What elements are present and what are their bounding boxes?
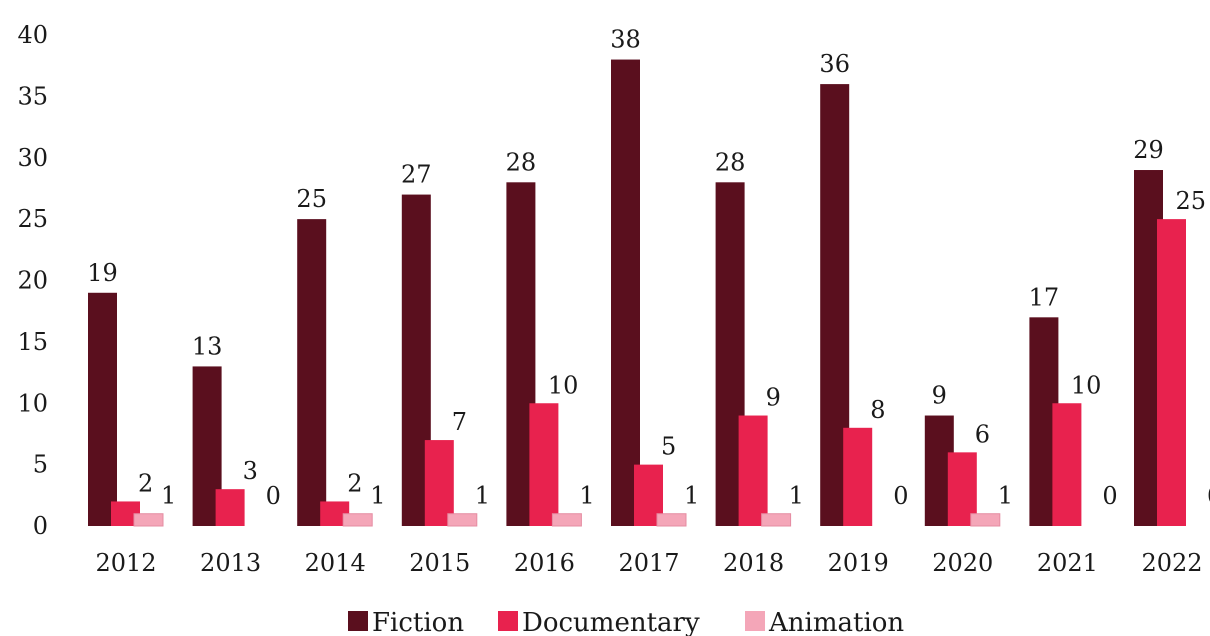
bar-documentary xyxy=(215,489,245,526)
data-label-animation: 1 xyxy=(161,482,176,510)
bar-animation xyxy=(342,513,373,527)
y-tick-label: 40 xyxy=(17,21,48,49)
legend-swatch-animation xyxy=(745,611,765,631)
y-tick-label: 30 xyxy=(17,144,48,172)
legend-label-animation: Animation xyxy=(768,608,904,636)
x-axis: 2012 2013 2014 2015 2016 2017 2018 2019 2020 2021… xyxy=(95,549,1202,577)
data-label-animation: 1 xyxy=(475,482,490,510)
legend: Fiction Documentary Animation xyxy=(348,608,904,636)
data-label-documentary: 10 xyxy=(548,371,579,399)
data-label-documentary: 2 xyxy=(138,469,153,497)
bar-animation xyxy=(761,513,792,527)
data-label-animation: 1 xyxy=(684,482,699,510)
bar-documentary xyxy=(424,440,454,526)
data-label-documentary: 2 xyxy=(347,469,362,497)
data-label-animation: 0 xyxy=(266,482,281,510)
y-tick-label: 10 xyxy=(17,389,48,417)
data-label-animation: 0 xyxy=(893,482,908,510)
y-tick-label: 15 xyxy=(17,328,48,356)
legend-label-fiction: Fiction xyxy=(372,608,464,636)
data-label-animation: 1 xyxy=(370,482,385,510)
x-tick-label: 2017 xyxy=(618,549,679,577)
data-label-fiction: 27 xyxy=(401,161,432,189)
legend-swatch-documentary xyxy=(498,611,518,631)
bar-animation xyxy=(970,513,1001,527)
bar-animation xyxy=(447,513,478,527)
x-tick-label: 2012 xyxy=(95,549,156,577)
data-label-fiction: 29 xyxy=(1133,136,1164,164)
bar-documentary xyxy=(1157,219,1186,526)
bar-animation xyxy=(656,513,687,527)
data-label-fiction: 28 xyxy=(715,148,746,176)
legend-swatch-fiction xyxy=(348,611,368,631)
data-label-fiction: 38 xyxy=(610,26,641,54)
bar-animation xyxy=(133,513,164,527)
y-tick-label: 5 xyxy=(33,451,48,479)
data-label-animation: 1 xyxy=(998,482,1013,510)
data-label-animation: 0 xyxy=(1102,482,1117,510)
data-label-documentary: 10 xyxy=(1071,371,1102,399)
x-tick-label: 2019 xyxy=(828,549,889,577)
x-tick-label: 2016 xyxy=(514,549,575,577)
data-label-fiction: 28 xyxy=(506,148,537,176)
data-label-documentary: 9 xyxy=(766,384,781,412)
x-tick-label: 2022 xyxy=(1141,549,1202,577)
data-label-documentary: 3 xyxy=(243,457,258,485)
x-tick-label: 2018 xyxy=(723,549,784,577)
data-label-documentary: 8 xyxy=(870,396,885,424)
y-tick-label: 0 xyxy=(33,512,48,540)
y-tick-label: 35 xyxy=(17,82,48,110)
data-label-fiction: 9 xyxy=(932,382,947,410)
x-tick-label: 2021 xyxy=(1037,549,1098,577)
data-label-fiction: 19 xyxy=(87,259,118,287)
legend-label-documentary: Documentary xyxy=(522,608,700,636)
data-label-animation: 1 xyxy=(579,482,594,510)
bar-fiction xyxy=(611,59,640,527)
x-tick-label: 2015 xyxy=(409,549,470,577)
bar-documentary xyxy=(843,427,873,526)
data-label-documentary: 7 xyxy=(452,408,467,436)
data-label-animation: 0 xyxy=(1207,482,1210,510)
data-label-animation: 1 xyxy=(789,482,804,510)
data-label-fiction: 17 xyxy=(1029,283,1060,311)
data-label-documentary: 25 xyxy=(1176,187,1207,215)
bar-fiction xyxy=(297,219,327,526)
bar-animation xyxy=(551,513,582,527)
bar-fiction xyxy=(88,292,117,526)
data-label-fiction: 36 xyxy=(819,50,850,78)
bar-documentary xyxy=(529,403,559,526)
y-axis: 0 5 10 15 20 25 30 35 40 xyxy=(17,21,48,540)
bar-documentary xyxy=(738,415,768,526)
x-tick-label: 2020 xyxy=(932,549,993,577)
y-tick-label: 20 xyxy=(17,267,48,295)
y-tick-label: 25 xyxy=(17,205,48,233)
data-label-fiction: 25 xyxy=(296,185,327,213)
data-label-documentary: 6 xyxy=(975,420,990,448)
data-label-documentary: 5 xyxy=(661,433,676,461)
data-label-fiction: 13 xyxy=(192,332,223,360)
x-tick-label: 2014 xyxy=(305,549,366,577)
x-tick-label: 2013 xyxy=(200,549,261,577)
bar-documentary xyxy=(1052,403,1082,526)
